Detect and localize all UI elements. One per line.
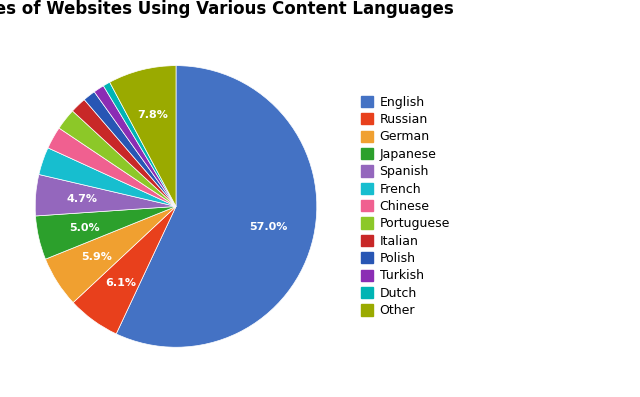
Wedge shape: [72, 100, 176, 206]
Wedge shape: [84, 92, 176, 206]
Legend: English, Russian, German, Japanese, Spanish, French, Chinese, Portuguese, Italia: English, Russian, German, Japanese, Span…: [358, 93, 452, 320]
Text: 4.7%: 4.7%: [67, 194, 97, 204]
Text: 6.1%: 6.1%: [105, 278, 136, 288]
Text: 7.8%: 7.8%: [138, 110, 168, 120]
Wedge shape: [116, 66, 317, 347]
Wedge shape: [94, 86, 176, 206]
Wedge shape: [36, 206, 176, 259]
Text: 5.9%: 5.9%: [81, 252, 112, 262]
Wedge shape: [48, 128, 176, 206]
Wedge shape: [45, 206, 176, 303]
Wedge shape: [109, 66, 176, 206]
Wedge shape: [104, 82, 176, 206]
Text: 57.0%: 57.0%: [249, 222, 287, 232]
Text: 5.0%: 5.0%: [68, 223, 99, 233]
Wedge shape: [39, 148, 176, 206]
Wedge shape: [59, 111, 176, 206]
Wedge shape: [73, 206, 176, 334]
Wedge shape: [35, 174, 176, 216]
Title: Percentages of Websites Using Various Content Languages: Percentages of Websites Using Various Co…: [0, 0, 453, 18]
